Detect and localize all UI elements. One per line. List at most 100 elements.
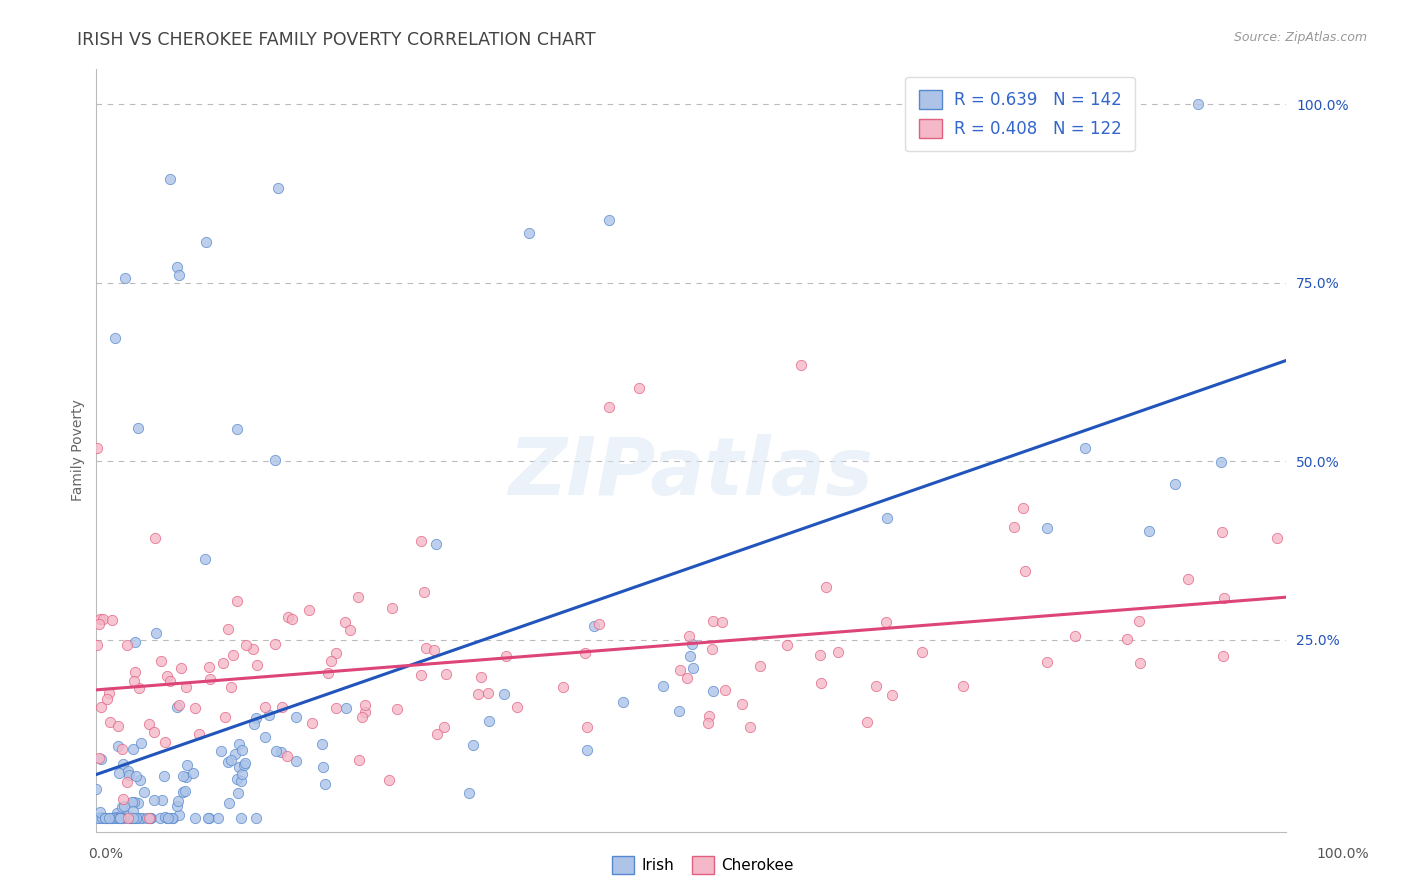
Point: [122, 741, 145, 756]
Point: [1265, 531, 1288, 545]
Point: [197, 811, 219, 825]
Point: [132, 785, 155, 799]
Point: [111, 800, 134, 814]
Point: [167, 794, 190, 808]
Point: [1128, 656, 1150, 670]
Point: [156, 811, 179, 825]
Point: [423, 643, 446, 657]
Point: [110, 811, 132, 825]
Point: [264, 744, 287, 758]
Point: [875, 615, 897, 630]
Point: [325, 700, 347, 714]
Point: [121, 811, 143, 825]
Point: [153, 810, 176, 824]
Point: [211, 656, 233, 670]
Point: [226, 786, 249, 800]
Point: [346, 590, 368, 604]
Point: [856, 715, 879, 730]
Point: [776, 639, 799, 653]
Point: [876, 510, 898, 524]
Point: [277, 610, 299, 624]
Point: [276, 749, 298, 764]
Point: [221, 680, 243, 694]
Point: [143, 531, 166, 545]
Point: [118, 768, 141, 782]
Point: [112, 811, 135, 825]
Point: [301, 715, 323, 730]
Point: [1187, 97, 1209, 112]
Point: [159, 172, 181, 186]
Point: [467, 687, 489, 701]
Point: [284, 754, 307, 768]
Point: [91, 612, 114, 626]
Point: [1064, 629, 1087, 643]
Point: [111, 792, 134, 806]
Point: [952, 679, 974, 693]
Point: [125, 811, 148, 825]
Point: [229, 774, 252, 789]
Point: [730, 697, 752, 711]
Point: [242, 642, 264, 657]
Point: [145, 626, 167, 640]
Point: [184, 811, 207, 825]
Point: [128, 681, 150, 695]
Point: [815, 580, 838, 594]
Point: [105, 806, 128, 821]
Text: 100.0%: 100.0%: [1316, 847, 1369, 861]
Point: [138, 811, 160, 825]
Point: [112, 757, 135, 772]
Point: [254, 700, 277, 714]
Point: [598, 400, 620, 414]
Point: [122, 804, 145, 818]
Point: [160, 811, 183, 825]
Point: [1128, 614, 1150, 628]
Point: [1137, 524, 1160, 539]
Point: [217, 756, 239, 770]
Point: [150, 792, 173, 806]
Point: [575, 720, 598, 734]
Text: IRISH VS CHEROKEE FAMILY POVERTY CORRELATION CHART: IRISH VS CHEROKEE FAMILY POVERTY CORRELA…: [77, 31, 596, 49]
Point: [711, 615, 734, 629]
Point: [1209, 454, 1232, 468]
Point: [221, 754, 243, 768]
Point: [415, 641, 437, 656]
Point: [98, 715, 121, 730]
Point: [124, 634, 146, 648]
Point: [172, 769, 194, 783]
Point: [90, 700, 112, 714]
Point: [506, 700, 529, 714]
Point: [228, 737, 250, 751]
Point: [225, 594, 247, 608]
Point: [90, 752, 112, 766]
Point: [120, 811, 142, 825]
Legend: Irish, Cherokee: Irish, Cherokee: [606, 850, 800, 880]
Point: [115, 775, 138, 789]
Point: [107, 766, 129, 780]
Point: [117, 764, 139, 779]
Point: [87, 751, 110, 765]
Point: [314, 776, 336, 790]
Point: [1177, 572, 1199, 586]
Point: [214, 709, 236, 723]
Point: [124, 811, 146, 825]
Point: [953, 97, 976, 112]
Point: [433, 720, 456, 734]
Point: [159, 674, 181, 689]
Point: [271, 700, 294, 714]
Point: [335, 701, 357, 715]
Point: [91, 811, 114, 825]
Point: [434, 666, 457, 681]
Point: [174, 784, 197, 798]
Point: [298, 603, 321, 617]
Point: [681, 637, 703, 651]
Point: [176, 770, 198, 784]
Point: [94, 811, 117, 825]
Point: [139, 811, 162, 825]
Point: [172, 785, 194, 799]
Point: [678, 629, 700, 643]
Point: [810, 675, 832, 690]
Point: [153, 734, 176, 748]
Point: [679, 649, 702, 664]
Point: [138, 717, 160, 731]
Point: [174, 680, 197, 694]
